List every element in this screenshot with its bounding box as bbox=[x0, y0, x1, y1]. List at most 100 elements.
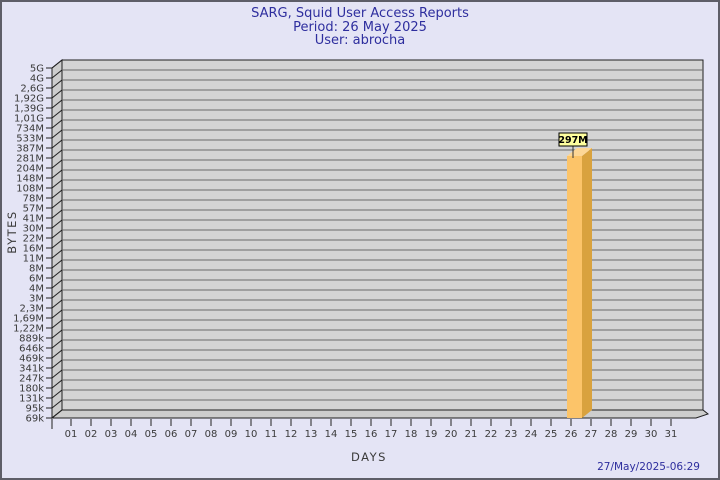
y-tick-depth-line bbox=[51, 359, 63, 369]
y-tick-depth-line bbox=[51, 329, 63, 339]
x-axis-tick-label: 12 bbox=[285, 429, 298, 440]
y-axis-tick-label: 30M bbox=[23, 224, 44, 235]
y-axis-tick-label: 6M bbox=[29, 274, 44, 285]
y-tick-depth-line bbox=[51, 89, 63, 99]
y-tick-depth-line bbox=[51, 219, 63, 229]
y-axis-tick-label: 889k bbox=[19, 334, 44, 345]
y-tick-depth-line bbox=[51, 309, 63, 319]
x-axis-tick-label: 11 bbox=[265, 429, 278, 440]
y-tick-depth-line bbox=[51, 189, 63, 199]
x-axis-tick-label: 21 bbox=[465, 429, 478, 440]
y-tick-depth-line bbox=[51, 389, 63, 399]
x-axis-tick-label: 20 bbox=[445, 429, 458, 440]
y-axis-tick-label: 247k bbox=[19, 374, 44, 385]
x-axis-tick-label: 13 bbox=[305, 429, 318, 440]
x-axis-tick-label: 28 bbox=[605, 429, 618, 440]
chart-period: Period: 26 May 2025 bbox=[293, 19, 427, 35]
y-axis-tick-label: 69k bbox=[25, 414, 44, 425]
y-tick-depth-line bbox=[51, 119, 63, 129]
y-axis-tick-label: 734M bbox=[16, 124, 44, 135]
y-tick-depth-line bbox=[51, 369, 63, 379]
plot-back-wall bbox=[61, 59, 704, 411]
y-tick-depth-line bbox=[51, 289, 63, 299]
y-tick-depth-line bbox=[51, 259, 63, 269]
y-tick-depth-line bbox=[51, 299, 63, 309]
x-axis-tick-label: 26 bbox=[565, 429, 578, 440]
y-axis-tick-label: 2,3M bbox=[19, 304, 44, 315]
y-axis-tick-label: 148M bbox=[16, 174, 44, 185]
bar-side-face bbox=[582, 148, 592, 418]
x-axis-tick-label: 16 bbox=[365, 429, 378, 440]
x-axis-tick-label: 14 bbox=[325, 429, 338, 440]
y-tick-depth-line bbox=[51, 349, 63, 359]
y-tick-depth-line bbox=[51, 379, 63, 389]
y-axis-tick-label: 16M bbox=[23, 244, 44, 255]
y-axis-tick-label: 131k bbox=[19, 394, 44, 405]
y-tick-depth-line bbox=[51, 129, 63, 139]
y-axis-tick-label: 41M bbox=[23, 214, 44, 225]
y-axis-tick-label: 469k bbox=[19, 354, 44, 365]
y-tick-depth-line bbox=[51, 109, 63, 119]
y-axis-tick-label: 8M bbox=[29, 264, 44, 275]
chart-header: SARG, Squid User Access Reports Period: … bbox=[2, 7, 718, 48]
y-axis-tick-label: 281M bbox=[16, 154, 44, 165]
x-axis-tick-label: 08 bbox=[205, 429, 218, 440]
x-axis-tick-label: 03 bbox=[105, 429, 118, 440]
x-axis-tick-label: 29 bbox=[625, 429, 638, 440]
y-axis-tick-label: 4G bbox=[30, 74, 44, 85]
y-tick-depth-line bbox=[51, 59, 63, 69]
y-axis-tick-label: 387M bbox=[16, 144, 44, 155]
y-axis-tick-label: 78M bbox=[23, 194, 44, 205]
x-axis-tick-label: 09 bbox=[225, 429, 238, 440]
y-axis-tick-label: 180k bbox=[19, 384, 44, 395]
report-timestamp: 27/May/2025-06:29 bbox=[597, 461, 700, 473]
y-axis-tick-label: 11M bbox=[23, 254, 44, 265]
x-axis-tick-label: 01 bbox=[65, 429, 78, 440]
x-axis-tick-label: 19 bbox=[425, 429, 438, 440]
y-tick-depth-line bbox=[51, 279, 63, 289]
chart-title: SARG, Squid User Access Reports bbox=[251, 6, 469, 21]
y-tick-depth-line bbox=[51, 249, 63, 259]
bar-value-label: 297M bbox=[558, 135, 587, 146]
x-axis-tick-label: 23 bbox=[505, 429, 518, 440]
y-tick-depth-line bbox=[51, 159, 63, 169]
y-tick-depth-line bbox=[51, 169, 63, 179]
y-axis-tick-label: 57M bbox=[23, 204, 44, 215]
y-axis-tick-label: 1,39G bbox=[14, 104, 44, 115]
y-tick-depth-line bbox=[51, 209, 63, 219]
y-axis-tick-label: 4M bbox=[29, 284, 44, 295]
y-axis-tick-label: 646k bbox=[19, 344, 44, 355]
bar-day-26 bbox=[567, 156, 582, 418]
y-axis-tick-label: 533M bbox=[16, 134, 44, 145]
y-tick-depth-line bbox=[51, 149, 63, 159]
x-axis-tick-label: 07 bbox=[185, 429, 198, 440]
y-tick-depth-line bbox=[51, 409, 63, 419]
x-axis-tick-label: 17 bbox=[385, 429, 398, 440]
y-axis-tick-label: 2,6G bbox=[20, 84, 44, 95]
x-axis-tick-label: 06 bbox=[165, 429, 178, 440]
x-axis-tick-label: 30 bbox=[645, 429, 658, 440]
x-axis-tick-label: 22 bbox=[485, 429, 498, 440]
y-axis-tick-label: 1,92G bbox=[14, 94, 44, 105]
x-axis-tick-label: 27 bbox=[585, 429, 598, 440]
y-tick-depth-line bbox=[51, 269, 63, 279]
y-axis-title: BYTES bbox=[5, 210, 19, 253]
y-axis-tick-label: 108M bbox=[16, 184, 44, 195]
y-tick-depth-line bbox=[51, 199, 63, 209]
y-tick-depth-line bbox=[51, 179, 63, 189]
chart-user: User: abrocha bbox=[314, 33, 406, 48]
x-axis-tick-label: 04 bbox=[125, 429, 138, 440]
y-axis-tick-label: 204M bbox=[16, 164, 44, 175]
y-tick-depth-line bbox=[51, 69, 63, 79]
y-tick-depth-line bbox=[51, 99, 63, 109]
y-tick-depth-line bbox=[51, 79, 63, 89]
y-tick-depth-line bbox=[51, 139, 63, 149]
y-axis-tick-label: 3M bbox=[29, 294, 44, 305]
plot-floor bbox=[50, 409, 710, 419]
x-axis-title: DAYS bbox=[351, 450, 387, 464]
x-axis-tick-label: 31 bbox=[665, 429, 678, 440]
y-axis-tick-label: 1,22M bbox=[13, 324, 44, 335]
x-axis-tick-label: 02 bbox=[85, 429, 98, 440]
x-axis-tick-label: 24 bbox=[525, 429, 538, 440]
